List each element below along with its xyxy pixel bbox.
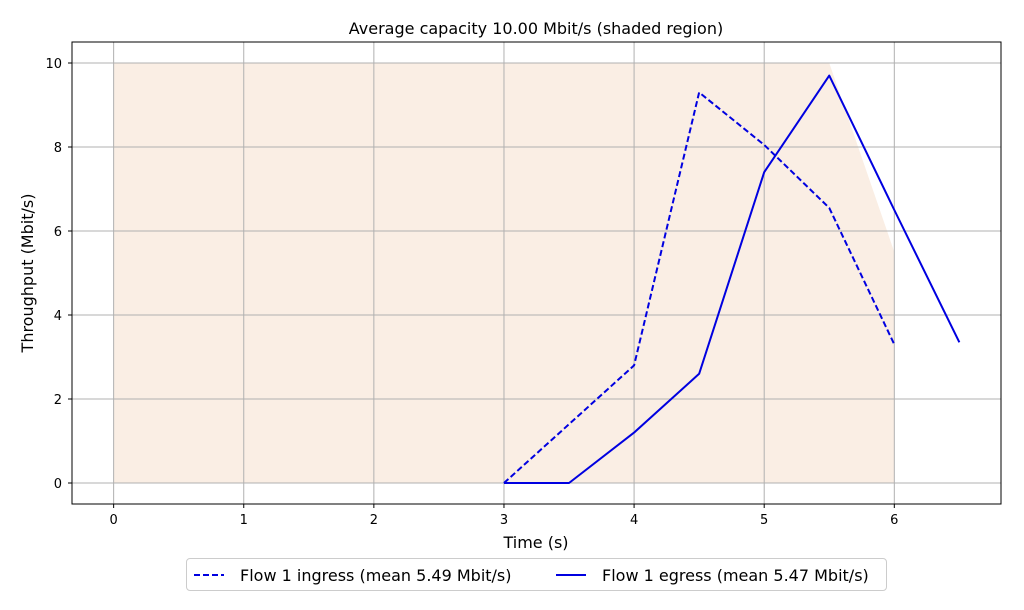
x-tick-label: 4	[630, 513, 638, 528]
y-tick-label: 6	[54, 225, 62, 240]
y-tick-label: 8	[54, 141, 62, 156]
legend-graphics: Flow 1 ingress (mean 5.49 Mbit/s) Flow 1…	[194, 566, 869, 585]
legend-egress-label: Flow 1 egress (mean 5.47 Mbit/s)	[602, 566, 869, 585]
series-line-egress	[503, 74, 961, 484]
y-tick-label: 2	[54, 393, 62, 408]
y-axis-label: Throughput (Mbit/s)	[18, 194, 37, 354]
x-tick-label: 3	[500, 513, 508, 528]
legend-ingress-label: Flow 1 ingress (mean 5.49 Mbit/s)	[240, 566, 512, 585]
x-tick-label: 5	[760, 513, 768, 528]
x-tick-label: 0	[109, 513, 117, 528]
grid-layer	[72, 42, 1001, 504]
x-tick-label: 2	[370, 513, 378, 528]
y-tick-label: 4	[54, 309, 62, 324]
x-axis-label: Time (s)	[502, 533, 568, 552]
x-tick-label: 1	[240, 513, 248, 528]
tick-layer: 0 1 2 3 4 5 6 0 2 4 6 8 10	[45, 57, 898, 528]
series-layer	[503, 74, 961, 484]
chart-title: Average capacity 10.00 Mbit/s (shaded re…	[349, 19, 723, 38]
series-line-ingress	[503, 91, 896, 484]
plot-frame	[71, 41, 1002, 505]
x-tick-label: 6	[890, 513, 898, 528]
y-tick-label: 10	[45, 57, 62, 72]
y-tick-label: 0	[54, 477, 62, 492]
legend: Flow 1 ingress (mean 5.49 Mbit/s) Flow 1…	[186, 558, 887, 591]
